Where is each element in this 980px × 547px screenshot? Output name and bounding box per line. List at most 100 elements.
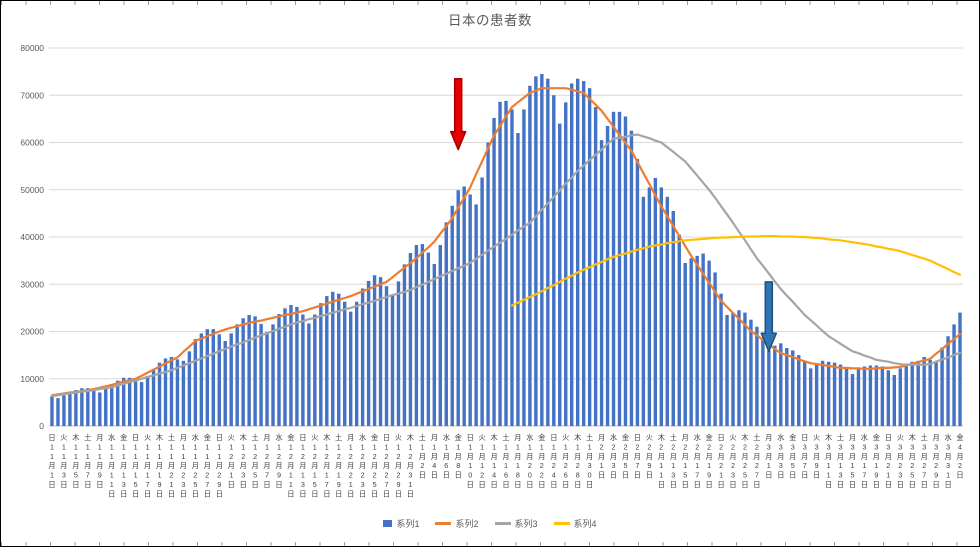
line-系列4 bbox=[510, 235, 962, 307]
svg-text:60000: 60000 bbox=[20, 138, 44, 148]
svg-text:0: 0 bbox=[39, 421, 44, 431]
legend-item-系列1[interactable]: 系列1 bbox=[383, 517, 419, 530]
line-系列3 bbox=[50, 133, 962, 398]
svg-text:20000: 20000 bbox=[20, 327, 44, 337]
svg-text:10000: 10000 bbox=[20, 374, 44, 384]
spreadsheet-column-ticks-top bbox=[1, 1, 979, 5]
svg-text:70000: 70000 bbox=[20, 90, 44, 100]
legend-label: 系列4 bbox=[573, 519, 597, 529]
chart-legend: 系列1 系列2 系列3 系列4 bbox=[1, 517, 979, 530]
legend-line-swatch bbox=[553, 522, 570, 525]
svg-text:30000: 30000 bbox=[20, 279, 44, 289]
x-axis-labels: 日 1 1 月 1 日火 1 1 月 3 日木 1 1 月 5 日土 1 1 月 7 日月 1 1 月 9 日水 1 1 月 1 1 日金 1 1… bbox=[48, 433, 963, 498]
red-down-arrow[interactable] bbox=[449, 77, 467, 151]
legend-label: 系列3 bbox=[514, 519, 538, 529]
chart-title: 日本の患者数 bbox=[448, 13, 532, 28]
legend-bar-swatch bbox=[383, 520, 393, 527]
legend-item-系列2[interactable]: 系列2 bbox=[435, 517, 479, 530]
y-axis-labels: 0 10000 20000 30000 40000 50000 60000 70000 8000… bbox=[20, 43, 44, 431]
line-系列2 bbox=[50, 87, 962, 397]
blue-down-arrow[interactable] bbox=[760, 281, 778, 353]
svg-text:80000: 80000 bbox=[20, 43, 44, 53]
legend-item-系列4[interactable]: 系列4 bbox=[553, 517, 597, 530]
legend-label: 系列1 bbox=[396, 519, 420, 529]
spreadsheet-column-ticks-bottom bbox=[1, 542, 979, 546]
legend-item-系列3[interactable]: 系列3 bbox=[494, 517, 538, 530]
bars-系列1 bbox=[50, 73, 962, 427]
svg-text:40000: 40000 bbox=[20, 232, 44, 242]
